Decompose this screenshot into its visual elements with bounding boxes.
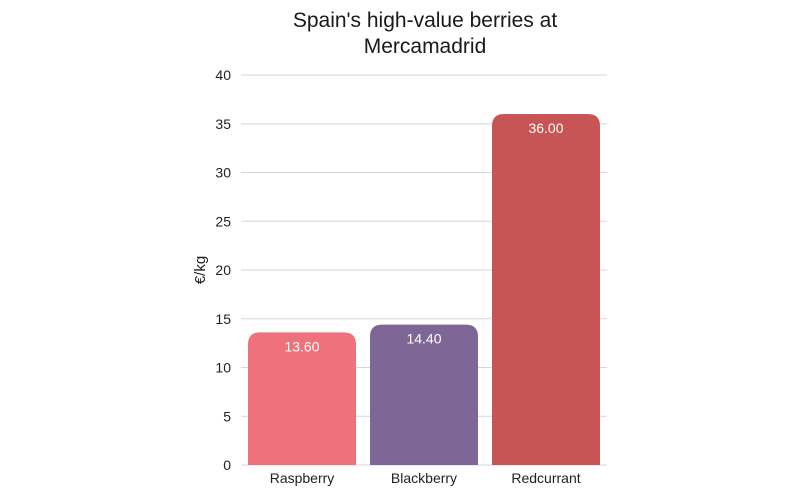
chart-title-line-2: Mercamadrid [363, 35, 487, 58]
y-axis-title: €/kg [192, 256, 209, 284]
y-tick-label: 5 [223, 408, 231, 424]
y-axis-ticks: 0 5 10 15 20 25 30 35 40 [215, 67, 231, 473]
y-tick-label: 0 [223, 457, 231, 473]
y-tick-label: 35 [215, 116, 231, 132]
bar-raspberry [248, 332, 356, 465]
bar-redcurrant [492, 114, 600, 465]
y-tick-label: 40 [215, 67, 231, 83]
y-tick-label: 15 [215, 311, 231, 327]
bar-blackberry [370, 324, 478, 465]
y-tick-label: 25 [215, 213, 231, 229]
y-tick-label: 30 [215, 165, 231, 181]
x-tick-label-blackberry: Blackberry [391, 470, 457, 486]
x-axis-labels: Raspberry Blackberry Redcurrant [270, 470, 581, 486]
data-label-redcurrant: 36.00 [528, 120, 563, 136]
y-tick-label: 10 [215, 360, 231, 376]
chart-title-line-1: Spain's high-value berries at [292, 9, 558, 32]
x-tick-label-redcurrant: Redcurrant [511, 470, 580, 486]
chart-title: Spain's high-value berries at Mercamadri… [0, 8, 800, 60]
bars: 13.60 14.40 36.00 [248, 114, 600, 465]
data-label-blackberry: 14.40 [406, 331, 441, 347]
data-label-raspberry: 13.60 [284, 338, 319, 354]
x-tick-label-raspberry: Raspberry [270, 470, 335, 486]
y-tick-label: 20 [215, 262, 231, 278]
